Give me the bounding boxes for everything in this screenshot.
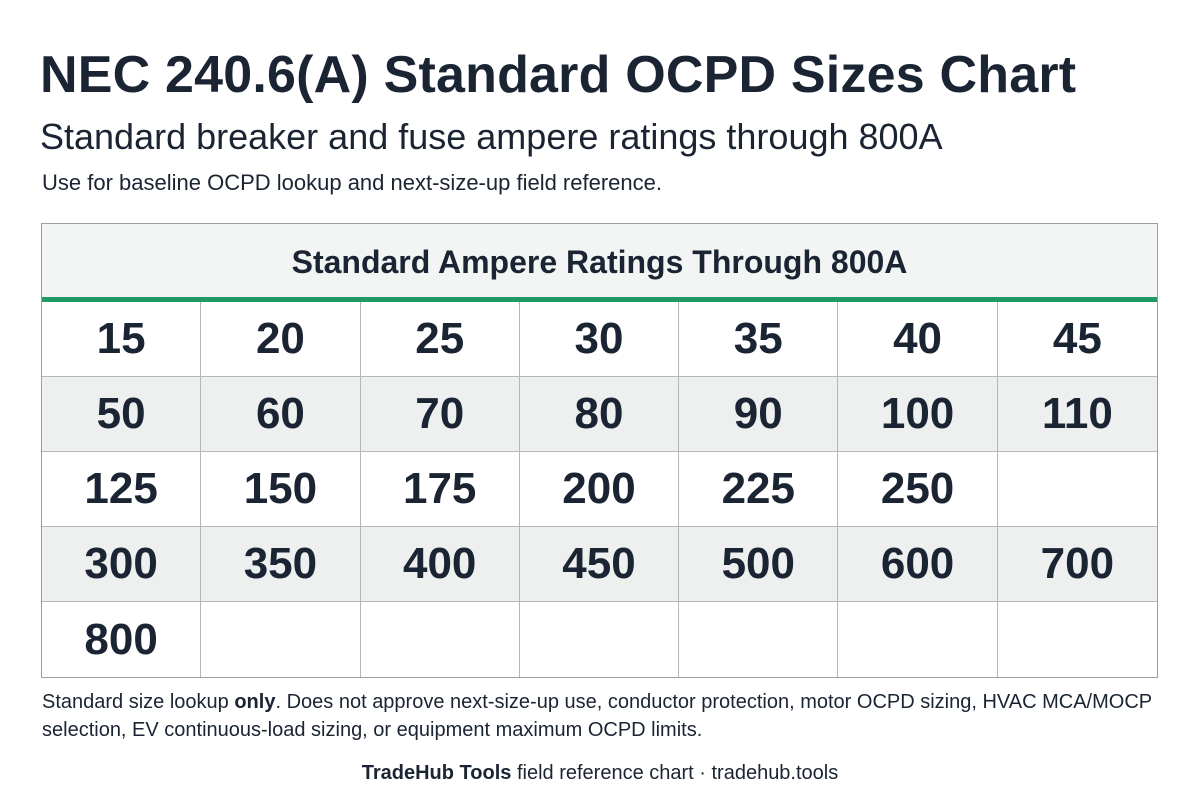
usage-note: Use for baseline OCPD lookup and next-si… [42, 170, 662, 195]
rating-cell: 70 [360, 377, 520, 452]
page-title: NEC 240.6(A) Standard OCPD Sizes Chart [40, 46, 1077, 104]
empty-cell [201, 602, 361, 677]
rating-cell: 15 [42, 302, 202, 377]
rating-cell: 40 [838, 302, 998, 377]
ratings-grid: 15 20 25 30 35 40 45 50 60 70 80 90 100 110 125 150 175 2… [42, 302, 1157, 677]
rating-cell: 200 [519, 452, 680, 527]
rating-cell: 600 [838, 527, 998, 602]
disclaimer-text-rest: . Does not approve next-size-up use, con… [42, 691, 1152, 741]
empty-cell [838, 602, 998, 677]
rating-cell: 225 [679, 452, 839, 527]
rating-cell: 800 [42, 602, 202, 677]
rating-cell: 100 [838, 377, 998, 452]
rating-cell: 50 [42, 377, 202, 452]
footer-brand: TradeHub Tools [361, 762, 512, 784]
rating-cell: 250 [838, 452, 998, 527]
disclaimer-text: Standard size lookup [42, 691, 235, 713]
footer: TradeHub Tools field reference chart · t… [0, 760, 1200, 786]
empty-cell [361, 602, 520, 677]
rating-cell: 450 [519, 527, 680, 602]
footer-text: field reference chart · tradehub.tools [511, 762, 839, 784]
empty-cell [998, 602, 1157, 677]
rating-cell: 20 [201, 302, 361, 377]
rating-cell: 700 [997, 527, 1157, 602]
rating-cell: 30 [519, 302, 680, 377]
rating-cell: 110 [997, 377, 1157, 452]
disclaimer-emphasis: only [234, 691, 276, 713]
rating-cell: 400 [360, 527, 520, 602]
empty-cell [520, 602, 680, 677]
rating-cell: 25 [360, 302, 520, 377]
rating-cell: 175 [360, 452, 520, 527]
rating-cell: 125 [42, 452, 202, 527]
ratings-table: Standard Ampere Ratings Through 800A 15 2… [41, 223, 1158, 678]
disclaimer: Standard size lookup only. Does not appr… [42, 688, 1162, 744]
empty-cell [997, 452, 1157, 527]
rating-cell: 45 [997, 302, 1157, 377]
rating-cell: 350 [201, 527, 361, 602]
page-subtitle: Standard breaker and fuse ampere ratings… [40, 116, 943, 157]
rating-cell: 90 [679, 377, 839, 452]
empty-cell [679, 602, 839, 677]
rating-cell: 500 [679, 527, 839, 602]
table-heading: Standard Ampere Ratings Through 800A [42, 224, 1157, 302]
rating-cell: 150 [201, 452, 361, 527]
rating-cell: 300 [42, 527, 202, 602]
rating-cell: 35 [679, 302, 839, 377]
rating-cell: 60 [201, 377, 361, 452]
rating-cell: 80 [519, 377, 680, 452]
